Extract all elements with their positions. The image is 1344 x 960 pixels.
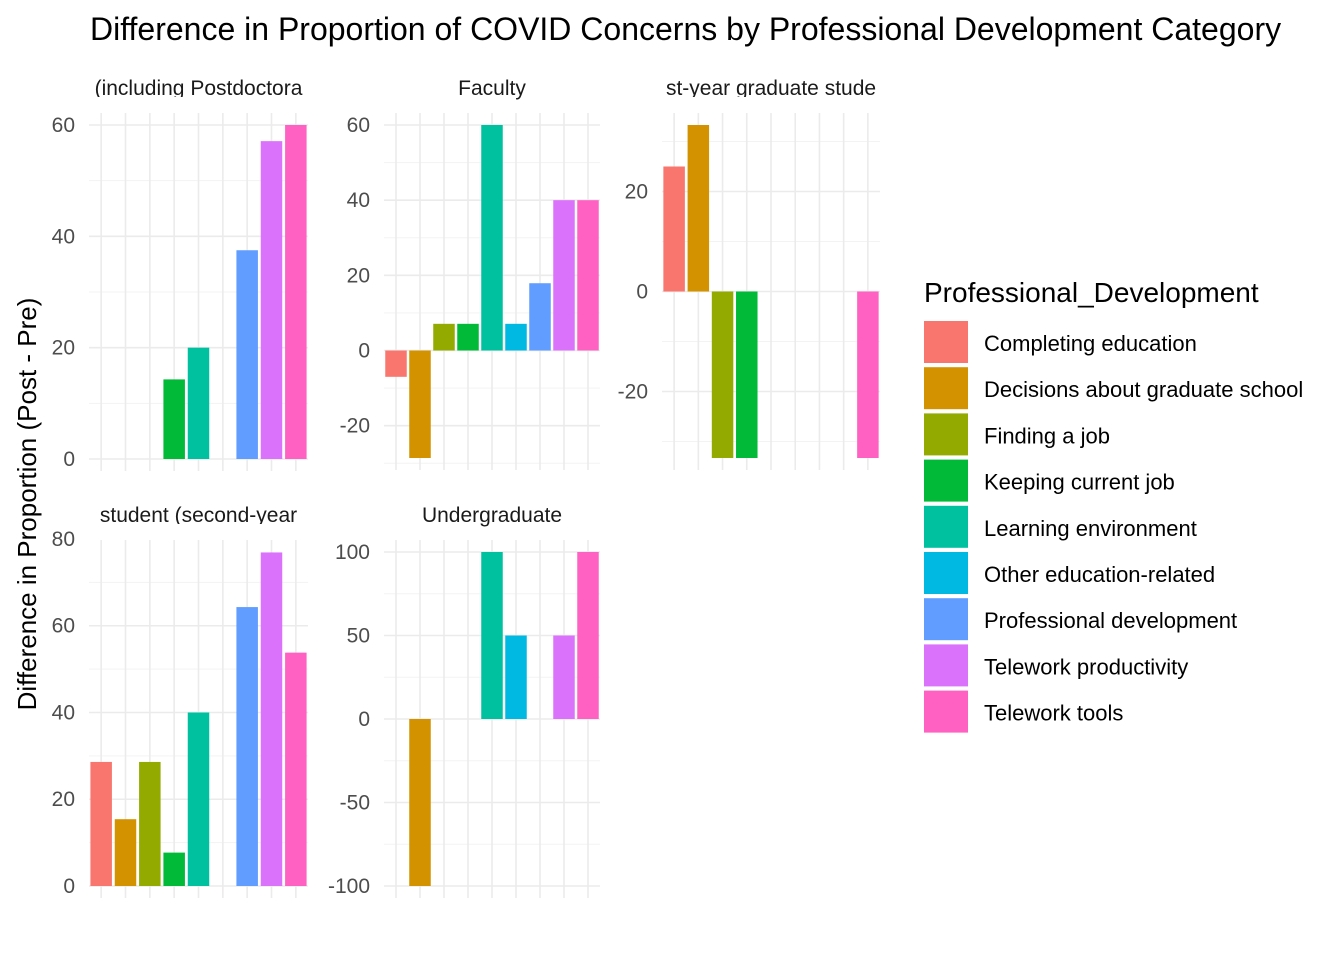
y-tick-label: 100: [335, 541, 370, 564]
facet-strip-label: (including Postdoctora: [95, 77, 303, 100]
bar-keeping-current-job: [457, 323, 479, 351]
bar-learning-environment: [481, 125, 503, 351]
legend-label: Finding a job: [984, 423, 1110, 448]
legend-label: Professional development: [984, 608, 1237, 633]
bar-finding-a-job: [711, 291, 734, 458]
legend-item: Keeping current job: [924, 459, 1175, 502]
legend-label: Learning environment: [984, 516, 1197, 541]
legend-label: Telework productivity: [984, 654, 1188, 679]
bar-finding-a-job: [433, 323, 455, 351]
y-tick-label: 60: [52, 615, 75, 638]
legend-item: Decisions about graduate school: [924, 367, 1303, 410]
bar-telework-tools: [285, 125, 307, 459]
bar-telework-tools: [285, 652, 307, 886]
legend-item: Telework productivity: [924, 644, 1188, 687]
bar-decisions-about-graduate-school: [687, 125, 710, 292]
bar-decisions-about-graduate-school: [114, 819, 137, 886]
facet-strip-label: Undergraduate: [422, 504, 562, 527]
y-tick-label: 40: [52, 225, 75, 248]
bar-learning-environment: [187, 347, 210, 459]
chart-title: Difference in Proportion of COVID Concer…: [90, 11, 1281, 47]
y-tick-label: 0: [63, 448, 75, 471]
y-tick-label: 50: [347, 625, 370, 648]
facet-panel-4: 0 20 40 60 80 student (second-year: [52, 504, 308, 898]
y-tick-label: 0: [636, 281, 648, 304]
legend-label: Completing education: [984, 331, 1197, 356]
facet-panel-1: 0 20 40 60 (including Postdoctora: [52, 77, 308, 471]
facet-strip-label: st-year graduate stude: [666, 77, 876, 100]
legend-title: Professional_Development: [924, 277, 1259, 308]
bar-completing-education: [90, 761, 112, 886]
bar-finding-a-job: [139, 761, 161, 886]
legend-swatch: [924, 321, 968, 363]
bar-completing-education: [385, 350, 407, 377]
legend-label: Keeping current job: [984, 470, 1175, 495]
bar-other-education-related: [505, 323, 527, 351]
y-tick-label: 60: [52, 114, 75, 137]
bar-learning-environment: [481, 552, 503, 719]
bar-completing-education: [663, 166, 685, 292]
bar-professional-development: [236, 607, 258, 886]
bar-keeping-current-job: [163, 379, 185, 459]
legend-item: Completing education: [924, 321, 1197, 363]
facet-strip-label: Faculty: [458, 77, 526, 100]
legend-items: Completing education Decisions about grad…: [924, 321, 1303, 733]
legend-label: Other education-related: [984, 562, 1215, 587]
y-tick-label: 40: [347, 189, 370, 212]
y-tick-label: 20: [347, 264, 370, 287]
facet-strip-label: student (second-year: [100, 504, 297, 527]
y-tick-label: -20: [340, 415, 370, 438]
bar-telework-tools: [857, 291, 879, 458]
y-tick-label: -100: [328, 875, 370, 898]
legend-swatch: [924, 505, 968, 548]
bar-telework-productivity: [260, 141, 283, 460]
bar-decisions-about-graduate-school: [409, 350, 431, 458]
legend: Professional_Development Completing educ…: [924, 277, 1303, 733]
bar-telework-productivity: [260, 552, 283, 886]
bar-decisions-about-graduate-school: [409, 719, 431, 886]
legend-item: Professional development: [924, 598, 1237, 641]
y-axis-title: Difference in Proportion (Post - Pre): [12, 298, 42, 711]
bar-telework-tools: [577, 552, 599, 719]
legend-swatch: [924, 690, 968, 733]
bar-telework-tools: [577, 200, 599, 351]
legend-label: Telework tools: [984, 701, 1123, 726]
legend-swatch: [924, 598, 968, 641]
legend-swatch: [924, 552, 968, 594]
legend-swatch: [924, 413, 968, 456]
y-tick-label: 40: [52, 701, 75, 724]
y-tick-label: 20: [52, 337, 75, 360]
y-tick-label: 20: [625, 181, 648, 204]
bar-telework-productivity: [553, 635, 575, 719]
y-tick-label: 0: [63, 875, 75, 898]
y-tick-label: -50: [340, 792, 370, 815]
bar-telework-productivity: [553, 200, 575, 351]
bar-professional-development: [529, 283, 551, 351]
facet-panel-5: -100 -50 0 50 100 Undergraduate: [328, 504, 600, 898]
legend-swatch: [924, 367, 968, 410]
facet-panel-2: -20 0 20 40 60 Faculty: [340, 77, 600, 470]
facet-panel-3: -20 0 20 st-year graduate stude: [618, 77, 880, 470]
bar-learning-environment: [187, 712, 210, 886]
y-tick-label: 60: [347, 114, 370, 137]
y-tick-label: 0: [358, 340, 370, 363]
y-tick-label: -20: [618, 381, 648, 404]
bar-professional-development: [236, 250, 258, 459]
legend-item: Learning environment: [924, 505, 1197, 548]
bar-keeping-current-job: [163, 852, 185, 886]
y-tick-label: 20: [52, 788, 75, 811]
bar-other-education-related: [505, 635, 527, 719]
legend-item: Telework tools: [924, 690, 1123, 733]
legend-item: Other education-related: [924, 552, 1215, 594]
legend-swatch: [924, 459, 968, 502]
legend-swatch: [924, 644, 968, 687]
legend-label: Decisions about graduate school: [984, 377, 1303, 402]
facet-panels: 0 20 40 60 (including Postdoctora -20 0 20 40 60 F…: [52, 77, 880, 898]
bar-keeping-current-job: [736, 291, 758, 458]
y-tick-label: 0: [358, 708, 370, 731]
legend-item: Finding a job: [924, 413, 1110, 456]
y-tick-label: 80: [52, 528, 75, 551]
